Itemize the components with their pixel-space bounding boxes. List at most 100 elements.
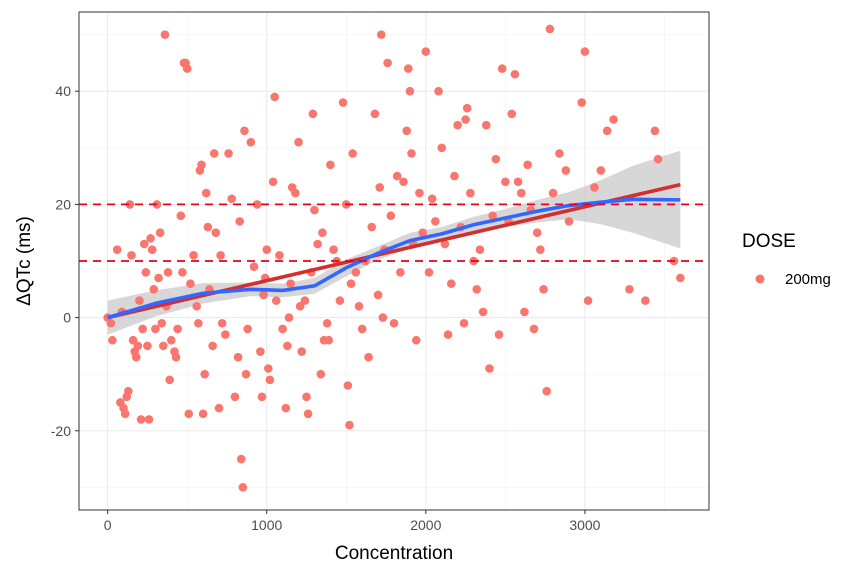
data-point bbox=[131, 352, 141, 362]
data-point bbox=[510, 69, 520, 79]
data-point bbox=[475, 245, 485, 254]
y-tick-label: 40 bbox=[55, 83, 71, 99]
data-point bbox=[523, 160, 532, 170]
data-point bbox=[233, 352, 243, 362]
data-point bbox=[149, 285, 159, 294]
data-point bbox=[286, 279, 295, 288]
data-point bbox=[138, 324, 147, 334]
data-point bbox=[446, 279, 456, 288]
data-point bbox=[548, 188, 558, 198]
data-point bbox=[303, 409, 313, 419]
data-point bbox=[243, 324, 252, 334]
data-point bbox=[176, 211, 186, 221]
data-point bbox=[437, 143, 447, 153]
reference-lines bbox=[79, 203, 709, 262]
data-point bbox=[106, 318, 116, 328]
data-point bbox=[335, 296, 345, 305]
data-point bbox=[246, 137, 256, 147]
data-point bbox=[564, 217, 574, 226]
data-point bbox=[399, 177, 408, 187]
data-point bbox=[494, 330, 504, 339]
legend-title: DOSE bbox=[742, 231, 796, 252]
data-point bbox=[141, 268, 151, 277]
data-point bbox=[165, 375, 174, 385]
data-point bbox=[216, 251, 225, 260]
data-point bbox=[151, 324, 160, 334]
data-point bbox=[532, 228, 542, 237]
data-point bbox=[625, 285, 634, 294]
x-tick-label: 0 bbox=[104, 517, 112, 533]
data-point bbox=[443, 330, 453, 339]
data-point bbox=[370, 109, 380, 119]
data-point bbox=[143, 341, 152, 351]
data-point bbox=[577, 98, 587, 107]
data-point bbox=[520, 307, 529, 317]
data-point bbox=[163, 268, 173, 277]
data-point bbox=[343, 381, 353, 390]
data-point bbox=[281, 403, 291, 413]
data-point bbox=[136, 415, 146, 424]
data-point bbox=[676, 273, 685, 283]
data-point bbox=[609, 115, 618, 124]
data-point bbox=[310, 205, 319, 215]
data-point bbox=[124, 386, 133, 396]
data-point bbox=[378, 313, 388, 322]
x-tick-label: 3000 bbox=[569, 517, 600, 533]
data-point bbox=[485, 364, 494, 373]
y-tick-label: -20 bbox=[51, 423, 71, 439]
data-point bbox=[376, 30, 386, 39]
legend-key-200mg bbox=[755, 274, 765, 284]
data-point bbox=[459, 318, 469, 328]
data-point bbox=[203, 222, 213, 232]
x-tick-label: 1000 bbox=[251, 517, 282, 533]
data-point bbox=[257, 392, 267, 402]
data-point bbox=[268, 177, 278, 187]
data-point bbox=[488, 211, 497, 221]
data-point bbox=[345, 420, 354, 430]
data-point bbox=[295, 301, 305, 311]
x-tick-label: 2000 bbox=[410, 517, 441, 533]
data-point bbox=[211, 228, 221, 237]
data-point bbox=[542, 386, 552, 396]
data-point bbox=[128, 335, 138, 345]
data-point bbox=[236, 454, 246, 464]
data-point bbox=[265, 375, 275, 385]
data-point bbox=[252, 200, 262, 209]
data-point bbox=[602, 126, 612, 136]
y-axis-title: ΔQTc (ms) bbox=[14, 216, 35, 306]
data-point bbox=[641, 296, 650, 305]
x-axis-title: Concentration bbox=[335, 543, 453, 564]
data-point bbox=[214, 403, 224, 413]
data-point bbox=[529, 324, 539, 334]
data-point bbox=[264, 364, 273, 373]
data-point bbox=[415, 188, 424, 198]
data-point bbox=[300, 296, 310, 305]
data-point bbox=[144, 415, 154, 424]
data-point bbox=[590, 183, 599, 192]
data-point bbox=[411, 335, 421, 345]
data-point bbox=[318, 228, 327, 237]
data-point bbox=[373, 290, 383, 300]
data-point bbox=[221, 330, 230, 339]
data-point bbox=[404, 64, 413, 73]
data-point bbox=[171, 352, 181, 362]
data-point bbox=[324, 335, 334, 345]
data-point bbox=[238, 483, 248, 492]
data-point bbox=[383, 58, 392, 68]
data-point bbox=[224, 149, 233, 158]
data-point bbox=[407, 149, 416, 158]
data-point bbox=[367, 222, 377, 232]
data-point bbox=[278, 324, 287, 334]
y-tick-label: 20 bbox=[55, 196, 71, 212]
data-point bbox=[453, 120, 462, 130]
data-point bbox=[418, 228, 427, 237]
data-point bbox=[201, 188, 211, 198]
data-point bbox=[389, 318, 399, 328]
data-point bbox=[270, 92, 279, 102]
data-point bbox=[516, 188, 526, 198]
legend-label-200mg: 200mg bbox=[785, 271, 831, 288]
data-point bbox=[112, 245, 122, 254]
data-point bbox=[375, 183, 384, 192]
data-point bbox=[178, 268, 187, 277]
